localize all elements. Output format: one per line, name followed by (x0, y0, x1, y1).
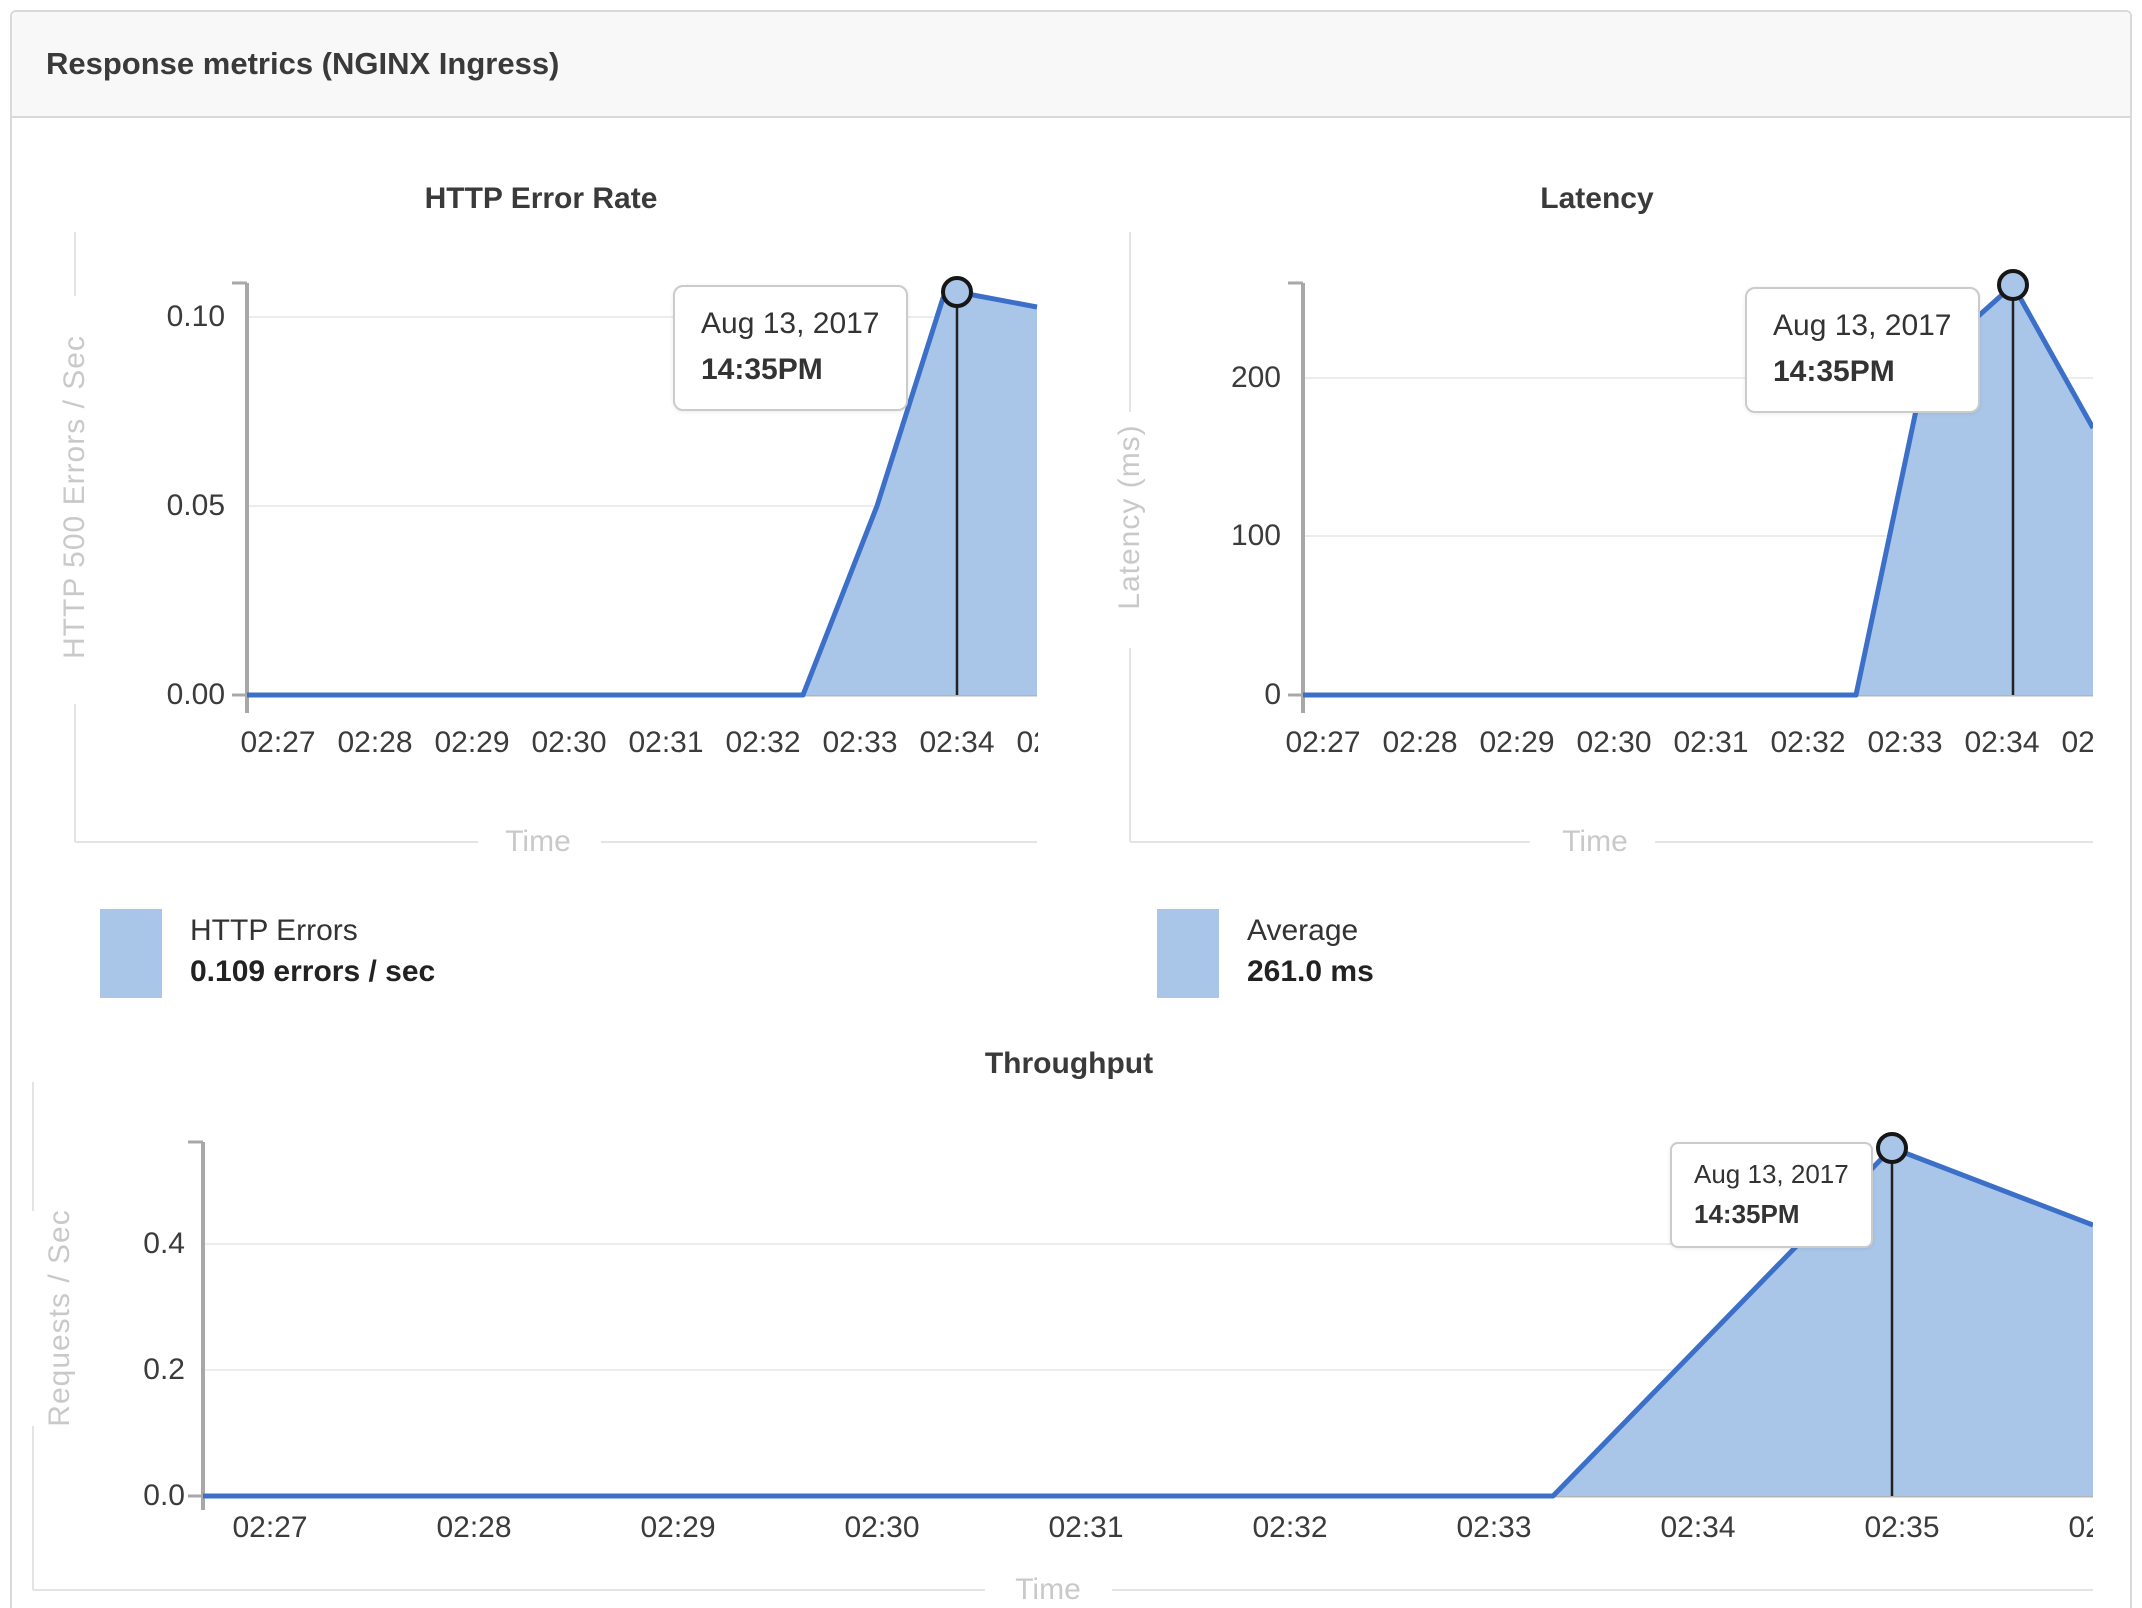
y-axis-title: Requests / Sec (43, 1209, 76, 1427)
chart-latency[interactable]: Latency 200 100 0 02:27 0 (1040, 140, 2093, 862)
legend-swatch (100, 909, 162, 998)
y-tick-label: 0 (1264, 678, 1281, 711)
chart-title: HTTP Error Rate (424, 182, 658, 215)
y-axis-ticks (188, 1140, 203, 1498)
legend-swatch (1157, 909, 1219, 998)
x-tick-label: 02:33 (1867, 726, 1943, 759)
tooltip-date: Aug 13, 2017 (1773, 309, 1952, 342)
x-tick-label: 02:28 (436, 1511, 512, 1544)
chart-title: Throughput (984, 1047, 1154, 1080)
hover-tooltip: Aug 13, 2017 14:35PM (1745, 287, 1980, 413)
series-area (203, 1148, 2093, 1496)
legend-label: HTTP Errors (190, 914, 358, 947)
series-area (247, 292, 1037, 695)
y-tick-label: 0.2 (143, 1353, 185, 1386)
x-tick-label: 02:33 (822, 726, 898, 759)
panel-title: Response metrics (NGINX Ingress) (46, 46, 560, 81)
x-tick-label: 02:34 (1660, 1511, 1736, 1544)
x-tick-label: 02:28 (1382, 726, 1458, 759)
tooltip-date: Aug 13, 2017 (701, 307, 880, 340)
response-metrics-panel: Response metrics (NGINX Ingress) (10, 10, 2132, 1608)
y-tick-label: 0.00 (166, 678, 225, 711)
y-tick-label: 0.10 (166, 300, 225, 333)
x-tick-label: 02:35 (2061, 726, 2093, 759)
x-tick-label: 02:30 (844, 1511, 920, 1544)
legend-value: 0.109 errors / sec (190, 955, 436, 988)
x-tick-label: 02:33 (1456, 1511, 1532, 1544)
x-tick-label: 02:27 (240, 726, 316, 759)
chart-http-error-rate[interactable]: HTTP Error Rate (0, 140, 1038, 862)
x-tick-label: 02:29 (640, 1511, 716, 1544)
x-tick-label: 02:30 (531, 726, 607, 759)
legend-http-errors: HTTP Errors 0.109 errors / sec (100, 909, 435, 998)
hover-tooltip: Aug 13, 2017 14:35PM (1670, 1142, 1873, 1248)
y-tick-label: 100 (1230, 519, 1281, 552)
legend-value: 261.0 ms (1247, 955, 1374, 988)
y-tick-label: 200 (1230, 361, 1281, 394)
series-line (203, 1145, 2093, 1499)
x-tick-label: 02:27 (1285, 726, 1361, 759)
x-tick-label: 02:29 (434, 726, 510, 759)
y-axis-title: HTTP 500 Errors / Sec (58, 335, 91, 659)
throughput-plot[interactable] (0, 1040, 2093, 1608)
tooltip-date: Aug 13, 2017 (1694, 1159, 1849, 1189)
panel-header: Response metrics (NGINX Ingress) (12, 12, 2130, 118)
x-axis-title: Time (1562, 825, 1628, 858)
x-tick-label: 02:31 (628, 726, 704, 759)
x-tick-label: 02:30 (1576, 726, 1652, 759)
x-tick-label: 02:35 (1016, 726, 1038, 759)
chart-throughput[interactable]: Throughput 0.4 0.2 0.0 02:27 (0, 1040, 2093, 1608)
x-tick-label: 02:34 (1964, 726, 2040, 759)
x-tick-label: 02:28 (337, 726, 413, 759)
x-tick-label: 02:35 (1864, 1511, 1940, 1544)
legend-label: Average (1247, 914, 1359, 947)
tooltip-time: 14:35PM (1694, 1199, 1800, 1229)
x-tick-label: 02:32 (1770, 726, 1846, 759)
x-tick-label: 02:34 (919, 726, 995, 759)
y-tick-label: 0.05 (166, 489, 225, 522)
x-tick-label: 02:32 (1252, 1511, 1328, 1544)
series-area (1303, 285, 2093, 695)
x-tick-label: 02:27 (232, 1511, 308, 1544)
x-tick-label: 02:36 (2068, 1511, 2093, 1544)
chart-frame (32, 1082, 2093, 1591)
y-axis-ticks (232, 281, 247, 697)
y-tick-label: 0.0 (143, 1479, 185, 1512)
hover-tooltip: Aug 13, 2017 14:35PM (673, 285, 908, 411)
chart-frame (74, 232, 1037, 843)
x-tick-label: 02:31 (1048, 1511, 1124, 1544)
y-axis-ticks (1288, 281, 1303, 697)
x-tick-label: 02:32 (725, 726, 801, 759)
y-axis-title: Latency (ms) (1113, 424, 1146, 610)
legend-latency-average: Average 261.0 ms (1157, 909, 1374, 998)
x-axis-title: Time (1015, 1573, 1081, 1606)
chart-frame (1129, 232, 2093, 843)
x-tick-label: 02:31 (1673, 726, 1749, 759)
x-axis-title: Time (505, 825, 571, 858)
y-tick-label: 0.4 (143, 1227, 185, 1260)
x-tick-label: 02:29 (1479, 726, 1555, 759)
tooltip-time: 14:35PM (1773, 355, 1895, 388)
chart-title: Latency (1540, 182, 1654, 215)
tooltip-time: 14:35PM (701, 353, 823, 386)
